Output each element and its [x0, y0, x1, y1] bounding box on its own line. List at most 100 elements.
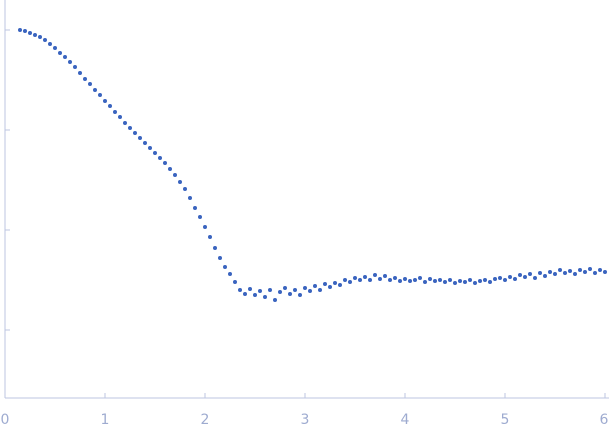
data-point [323, 282, 327, 286]
data-point [173, 173, 177, 177]
data-point [133, 131, 137, 135]
x-tick-label: 5 [501, 412, 510, 428]
data-point [488, 280, 492, 284]
data-point [148, 146, 152, 150]
data-point [123, 121, 127, 125]
data-point [263, 295, 267, 299]
data-point [178, 180, 182, 184]
data-point [508, 275, 512, 279]
data-point [188, 196, 192, 200]
data-point [373, 273, 377, 277]
data-point [268, 288, 272, 292]
data-point [58, 51, 62, 55]
data-point [403, 277, 407, 281]
data-point [468, 278, 472, 282]
data-point [558, 268, 562, 272]
data-point [388, 278, 392, 282]
data-point [448, 278, 452, 282]
data-point [528, 272, 532, 276]
data-point [248, 287, 252, 291]
data-point [573, 272, 577, 276]
data-point [418, 276, 422, 280]
data-point [283, 286, 287, 290]
data-point [273, 298, 277, 302]
x-tick-label: 1 [101, 412, 110, 428]
data-point [478, 279, 482, 283]
data-point [113, 110, 117, 114]
data-point [258, 289, 262, 293]
data-point [238, 288, 242, 292]
data-point [108, 104, 112, 108]
data-point [88, 82, 92, 86]
data-point [603, 270, 607, 274]
data-point [458, 279, 462, 283]
data-point [253, 293, 257, 297]
data-point [208, 235, 212, 239]
data-point [493, 277, 497, 281]
data-point [383, 274, 387, 278]
data-point [138, 136, 142, 140]
data-point [318, 288, 322, 292]
data-point [78, 71, 82, 75]
data-point [303, 286, 307, 290]
data-point [28, 31, 32, 35]
x-tick-label: 2 [201, 412, 210, 428]
data-point [563, 271, 567, 275]
data-point [548, 270, 552, 274]
data-point [583, 270, 587, 274]
data-point [598, 268, 602, 272]
data-point [533, 276, 537, 280]
data-point [338, 283, 342, 287]
data-point [68, 60, 72, 64]
data-point [433, 279, 437, 283]
data-point [333, 281, 337, 285]
data-point [43, 38, 47, 42]
data-point [408, 279, 412, 283]
data-point [578, 268, 582, 272]
data-point [483, 278, 487, 282]
data-point [343, 278, 347, 282]
data-point [413, 278, 417, 282]
data-point [278, 290, 282, 294]
data-point [473, 281, 477, 285]
data-point [443, 280, 447, 284]
data-point [378, 277, 382, 281]
data-point [153, 151, 157, 155]
data-point [298, 293, 302, 297]
data-point [523, 275, 527, 279]
data-point [183, 187, 187, 191]
data-point [538, 271, 542, 275]
data-point [83, 77, 87, 81]
data-point [568, 269, 572, 273]
data-point [218, 256, 222, 260]
data-point [503, 278, 507, 282]
data-point [213, 246, 217, 250]
data-point [33, 33, 37, 37]
data-point [118, 115, 122, 119]
data-point [168, 167, 172, 171]
data-point [293, 288, 297, 292]
data-point [103, 99, 107, 103]
x-tick-label: 4 [401, 412, 410, 428]
data-point [593, 271, 597, 275]
data-point [233, 280, 237, 284]
data-point [513, 277, 517, 281]
data-point [243, 292, 247, 296]
data-point [438, 278, 442, 282]
data-point [308, 289, 312, 293]
data-point [313, 284, 317, 288]
x-tick-label: 0 [1, 412, 10, 428]
data-point [423, 280, 427, 284]
data-point [158, 156, 162, 160]
data-point [363, 275, 367, 279]
data-point [518, 273, 522, 277]
x-tick-label: 6 [600, 412, 609, 428]
data-point [368, 278, 372, 282]
data-point [398, 279, 402, 283]
data-point [38, 35, 42, 39]
data-point [543, 274, 547, 278]
data-point [223, 265, 227, 269]
x-tick-label: 3 [301, 412, 310, 428]
data-point [48, 42, 52, 46]
